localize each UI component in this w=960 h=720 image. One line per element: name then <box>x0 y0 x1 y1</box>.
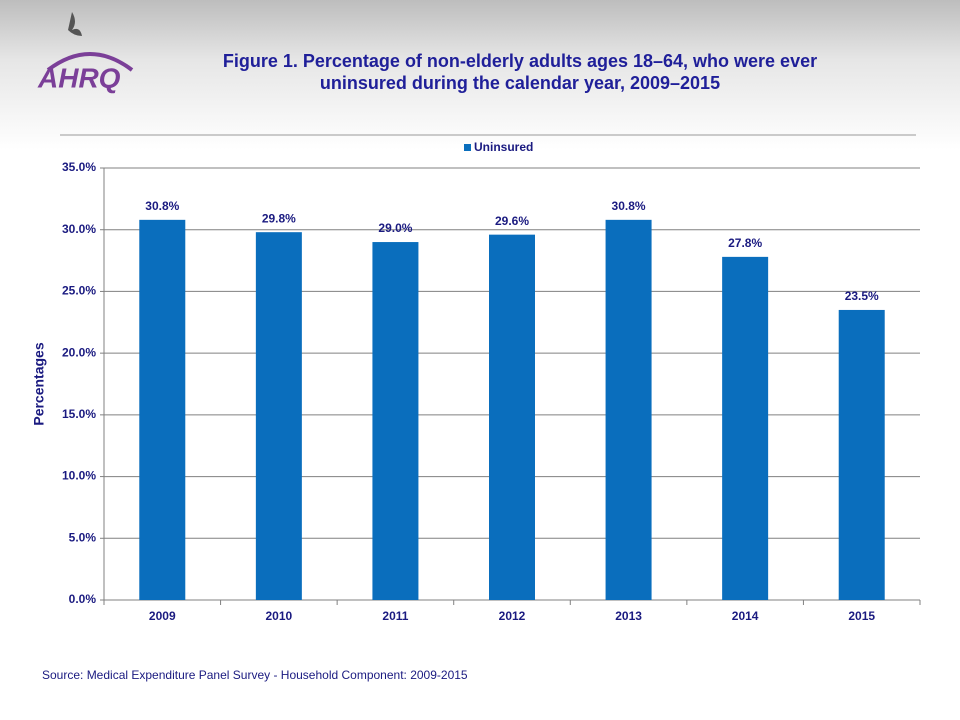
data-label: 23.5% <box>845 289 879 303</box>
logo-swoosh <box>46 52 134 72</box>
data-label: 27.8% <box>728 236 762 250</box>
x-tick-label: 2015 <box>848 609 875 623</box>
data-label: 29.8% <box>262 211 296 225</box>
data-label: 30.8% <box>612 199 646 213</box>
legend-label: Uninsured <box>474 140 533 154</box>
x-tick-label: 2012 <box>499 609 526 623</box>
data-label: 29.0% <box>378 221 412 235</box>
data-label: 30.8% <box>145 199 179 213</box>
source: Source: Medical Expenditure Panel Survey… <box>42 668 468 682</box>
y-tick-label: 25.0% <box>62 284 96 298</box>
logo: AHRQ <box>37 12 134 93</box>
y-tick-label: 30.0% <box>62 222 96 236</box>
data-label: 29.6% <box>495 214 529 228</box>
legend-swatch <box>464 144 471 151</box>
logo-text: AHRQ <box>37 62 121 93</box>
x-tick-label: 2013 <box>615 609 642 623</box>
y-tick-label: 20.0% <box>62 345 96 359</box>
logo-eagle <box>68 12 82 36</box>
y-tick-label: 35.0% <box>62 160 96 174</box>
bar <box>372 242 419 601</box>
x-tick-label: 2011 <box>382 609 408 623</box>
y-tick-label: 15.0% <box>62 407 96 421</box>
bar <box>838 309 885 600</box>
bar <box>139 219 186 600</box>
chart-title: Figure 1. Percentage of non-elderly adul… <box>222 51 818 93</box>
x-tick-label: 2009 <box>149 609 176 623</box>
y-tick-label: 0.0% <box>69 592 97 606</box>
y-axis-label: Percentages <box>31 342 47 425</box>
bar <box>722 256 769 600</box>
x-tick-label: 2010 <box>266 609 293 623</box>
bar <box>489 234 535 600</box>
y-tick-label: 5.0% <box>69 530 97 544</box>
bar <box>255 232 302 600</box>
bar <box>605 219 652 600</box>
y-tick-label: 10.0% <box>62 469 96 483</box>
x-tick-label: 2014 <box>732 609 759 623</box>
